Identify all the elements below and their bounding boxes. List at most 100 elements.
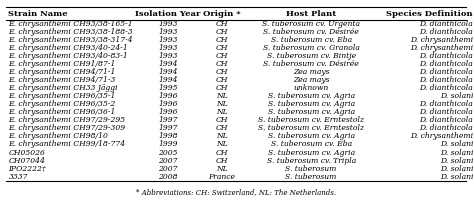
Text: S. tuberosum cv. Agria: S. tuberosum cv. Agria	[268, 132, 355, 140]
Text: S. tuberosum: S. tuberosum	[285, 165, 337, 173]
Text: Origin *: Origin *	[203, 10, 241, 18]
Text: E. chrysanthemi CH97/29-295: E. chrysanthemi CH97/29-295	[9, 116, 126, 124]
Text: S. tuberosum cv. Agria: S. tuberosum cv. Agria	[268, 108, 355, 116]
Text: D. dianthicola: D. dianthicola	[419, 116, 473, 124]
Text: D. dianthicola: D. dianthicola	[419, 84, 473, 92]
Text: 1996: 1996	[158, 108, 178, 116]
Text: S. tuberosum cv. Granola: S. tuberosum cv. Granola	[263, 44, 360, 52]
Text: S. tuberosum cv. Eba: S. tuberosum cv. Eba	[271, 140, 352, 148]
Text: S. tuberosum cv. Tripla: S. tuberosum cv. Tripla	[266, 157, 356, 165]
Text: 2008: 2008	[158, 173, 178, 181]
Text: E. chrysanthemi CH98/10: E. chrysanthemi CH98/10	[9, 132, 108, 140]
Text: S. tuberosum cv. Agria: S. tuberosum cv. Agria	[268, 92, 355, 100]
Text: 2005: 2005	[158, 149, 178, 157]
Text: NL: NL	[216, 132, 228, 140]
Text: Species Definition: Species Definition	[386, 10, 473, 18]
Text: Zea mays: Zea mays	[293, 68, 329, 76]
Text: D. solani: D. solani	[439, 149, 473, 157]
Text: 1995: 1995	[158, 84, 178, 92]
Text: S. tuberosum cv. Erntestolz: S. tuberosum cv. Erntestolz	[258, 124, 364, 132]
Text: D. solani: D. solani	[439, 157, 473, 165]
Text: CH: CH	[216, 68, 228, 76]
Text: 1996: 1996	[158, 100, 178, 108]
Text: D. dianthicola: D. dianthicola	[419, 20, 473, 28]
Text: E. chrysanthemi CH93/38-317-4: E. chrysanthemi CH93/38-317-4	[9, 36, 133, 44]
Text: CH: CH	[216, 157, 228, 165]
Text: D. solani: D. solani	[439, 140, 473, 148]
Text: 1993: 1993	[158, 28, 178, 36]
Text: S. tuberosum cv. Agria: S. tuberosum cv. Agria	[268, 149, 355, 157]
Text: CH07044: CH07044	[9, 157, 46, 165]
Text: 3337: 3337	[9, 173, 28, 181]
Text: 1998: 1998	[158, 132, 178, 140]
Text: D. dianthicola: D. dianthicola	[419, 76, 473, 84]
Text: S. tuberosum cv. Eba: S. tuberosum cv. Eba	[271, 36, 352, 44]
Text: CH: CH	[216, 60, 228, 68]
Text: 1993: 1993	[158, 20, 178, 28]
Text: Host Plant: Host Plant	[286, 10, 337, 18]
Text: CH: CH	[216, 76, 228, 84]
Text: S. tuberosum cv. Bintje: S. tuberosum cv. Bintje	[266, 52, 356, 60]
Text: D. solani: D. solani	[439, 165, 473, 173]
Text: D. chrysanthemi: D. chrysanthemi	[410, 36, 473, 44]
Text: E. chrysanthemi CH96/35-2: E. chrysanthemi CH96/35-2	[9, 100, 116, 108]
Text: E. chrysanthemi CH93/38-188-3: E. chrysanthemi CH93/38-188-3	[9, 28, 133, 36]
Text: Zea mays: Zea mays	[293, 76, 329, 84]
Text: 1993: 1993	[158, 52, 178, 60]
Text: CH: CH	[216, 36, 228, 44]
Text: S. tuberosum cv. Agria: S. tuberosum cv. Agria	[268, 100, 355, 108]
Text: 1994: 1994	[158, 76, 178, 84]
Text: E. chrysanthemi CH94/71-1: E. chrysanthemi CH94/71-1	[9, 68, 116, 76]
Text: S. tuberosum: S. tuberosum	[285, 173, 337, 181]
Text: 1994: 1994	[158, 60, 178, 68]
Text: NL: NL	[216, 100, 228, 108]
Text: S. tuberosum cv. Urgenta: S. tuberosum cv. Urgenta	[262, 20, 360, 28]
Text: D. chrysanthemi: D. chrysanthemi	[410, 44, 473, 52]
Text: E. chrysanthemi CH94/71-3: E. chrysanthemi CH94/71-3	[9, 76, 116, 84]
Text: E. chrysanthemi CH96/36-1: E. chrysanthemi CH96/36-1	[9, 108, 116, 116]
Text: D. solani: D. solani	[439, 173, 473, 181]
Text: CH: CH	[216, 44, 228, 52]
Text: Isolation Year: Isolation Year	[136, 10, 201, 18]
Text: 1993: 1993	[158, 36, 178, 44]
Text: E. chrysanthemi CH93/40-24-1: E. chrysanthemi CH93/40-24-1	[9, 44, 128, 52]
Text: S. tuberosum cv. Désirée: S. tuberosum cv. Désirée	[264, 28, 359, 36]
Text: NL: NL	[216, 140, 228, 148]
Text: D. dianthicola: D. dianthicola	[419, 28, 473, 36]
Text: 1997: 1997	[158, 124, 178, 132]
Text: NL: NL	[216, 165, 228, 173]
Text: 2007: 2007	[158, 165, 178, 173]
Text: S. tuberosum cv. Erntestolz: S. tuberosum cv. Erntestolz	[258, 116, 364, 124]
Text: 1996: 1996	[158, 92, 178, 100]
Text: Strain Name: Strain Name	[9, 10, 68, 18]
Text: E. chrysanthemi CH99/18-774: E. chrysanthemi CH99/18-774	[9, 140, 126, 148]
Text: D. dianthicola: D. dianthicola	[419, 100, 473, 108]
Text: 1997: 1997	[158, 116, 178, 124]
Text: 1994: 1994	[158, 68, 178, 76]
Text: CH: CH	[216, 149, 228, 157]
Text: D. dianthicola: D. dianthicola	[419, 68, 473, 76]
Text: E. chrysanthemi CH97/29-309: E. chrysanthemi CH97/29-309	[9, 124, 126, 132]
Text: 2007: 2007	[158, 157, 178, 165]
Text: S. tuberosum cv. Désirée: S. tuberosum cv. Désirée	[264, 60, 359, 68]
Text: CH: CH	[216, 116, 228, 124]
Text: D. dianthicola: D. dianthicola	[419, 108, 473, 116]
Text: CH: CH	[216, 52, 228, 60]
Text: CH: CH	[216, 124, 228, 132]
Text: E. chrysanthemi CH33 Jäggi: E. chrysanthemi CH33 Jäggi	[9, 84, 118, 92]
Text: D. dianthicola: D. dianthicola	[419, 52, 473, 60]
Text: D. dianthicola: D. dianthicola	[419, 124, 473, 132]
Text: D. solani: D. solani	[439, 92, 473, 100]
Text: NL: NL	[216, 108, 228, 116]
Text: France: France	[209, 173, 236, 181]
Text: 1999: 1999	[158, 140, 178, 148]
Text: CH: CH	[216, 20, 228, 28]
Text: E. chrysanthemi CH93/40-83-1: E. chrysanthemi CH93/40-83-1	[9, 52, 128, 60]
Text: * Abbreviations: CH: Switzerland, NL: The Netherlands.: * Abbreviations: CH: Switzerland, NL: Th…	[136, 188, 336, 196]
Text: E. chrysanthemi CH96/35-1: E. chrysanthemi CH96/35-1	[9, 92, 116, 100]
Text: CH: CH	[216, 84, 228, 92]
Text: IPO2222†: IPO2222†	[9, 165, 46, 173]
Text: CH: CH	[216, 28, 228, 36]
Text: unknown: unknown	[293, 84, 329, 92]
Text: 1993: 1993	[158, 44, 178, 52]
